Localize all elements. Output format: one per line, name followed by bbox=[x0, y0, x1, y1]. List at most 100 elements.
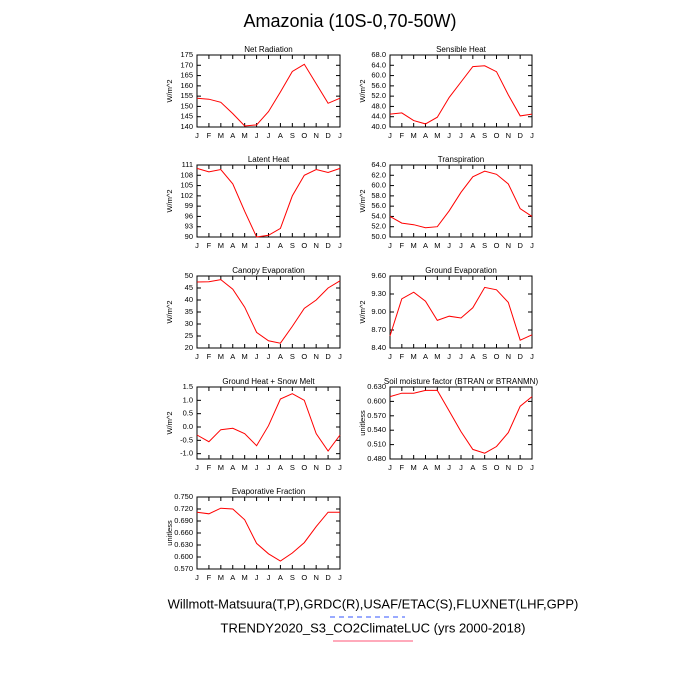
panel-title: Sensible Heat bbox=[436, 45, 487, 54]
data-line bbox=[389, 286, 533, 341]
x-tick-label: D bbox=[325, 131, 331, 140]
y-axis-label: W/m^2 bbox=[165, 189, 174, 212]
x-tick-label: J bbox=[267, 573, 271, 582]
x-tick-label: J bbox=[338, 352, 342, 361]
x-tick-label: O bbox=[301, 241, 307, 250]
panel-title: Latent Heat bbox=[248, 155, 290, 164]
y-tick-label: 40.0 bbox=[371, 122, 386, 131]
x-tick-label: S bbox=[290, 131, 295, 140]
y-tick-label: 111 bbox=[182, 160, 193, 169]
x-tick-label: N bbox=[313, 463, 318, 472]
y-tick-label: 54.0 bbox=[371, 211, 386, 220]
y-tick-label: 30 bbox=[185, 319, 193, 328]
x-tick-label: M bbox=[218, 241, 224, 250]
x-tick-label: J bbox=[255, 463, 259, 472]
plot-frame bbox=[389, 164, 533, 238]
y-tick-label: 165 bbox=[180, 71, 193, 80]
x-tick-label: F bbox=[207, 131, 212, 140]
y-tick-label: 8.70 bbox=[371, 325, 386, 334]
plot-frame bbox=[196, 164, 341, 238]
y-tick-label: 56.0 bbox=[371, 81, 386, 90]
x-tick-label: M bbox=[242, 131, 248, 140]
y-tick-label: 56.0 bbox=[371, 201, 386, 210]
x-tick-label: J bbox=[530, 463, 534, 472]
y-axis-label: W/m^2 bbox=[358, 79, 367, 102]
x-tick-label: A bbox=[278, 463, 283, 472]
y-tick-label: 102 bbox=[180, 191, 193, 200]
x-tick-label: J bbox=[447, 131, 451, 140]
y-tick-label: 64.0 bbox=[371, 60, 386, 69]
data-line bbox=[389, 389, 533, 454]
x-tick-label: A bbox=[470, 131, 475, 140]
y-tick-label: 0.750 bbox=[174, 492, 193, 501]
x-tick-label: M bbox=[242, 463, 248, 472]
x-tick-label: F bbox=[207, 573, 212, 582]
x-tick-label: J bbox=[459, 241, 463, 250]
x-tick-label: M bbox=[434, 241, 440, 250]
panel-title: Evaporative Fraction bbox=[232, 487, 305, 496]
y-tick-label: 8.40 bbox=[371, 343, 386, 352]
y-axis-label: W/m^2 bbox=[358, 189, 367, 212]
data-line bbox=[389, 170, 533, 229]
y-tick-label: 52.0 bbox=[371, 91, 386, 100]
plot-frame bbox=[389, 275, 533, 349]
y-tick-label: 0.660 bbox=[174, 528, 193, 537]
data-line bbox=[196, 507, 340, 562]
y-tick-label: 9.30 bbox=[371, 289, 386, 298]
y-tick-label: 93 bbox=[185, 222, 193, 231]
x-tick-label: J bbox=[338, 241, 342, 250]
x-tick-label: J bbox=[338, 463, 342, 472]
y-tick-label: 40 bbox=[185, 295, 193, 304]
x-tick-label: D bbox=[325, 241, 331, 250]
x-tick-label: J bbox=[530, 241, 534, 250]
plot-frame bbox=[196, 54, 341, 128]
x-tick-label: J bbox=[195, 241, 199, 250]
x-tick-label: N bbox=[313, 352, 318, 361]
y-tick-label: 64.0 bbox=[371, 160, 386, 169]
x-tick-label: J bbox=[338, 573, 342, 582]
x-tick-label: M bbox=[218, 131, 224, 140]
y-tick-label: 0.600 bbox=[367, 396, 386, 405]
data-line bbox=[196, 279, 341, 344]
x-tick-label: F bbox=[207, 241, 212, 250]
x-tick-label: J bbox=[195, 463, 199, 472]
plot-frame bbox=[196, 386, 341, 460]
x-tick-label: M bbox=[411, 131, 417, 140]
x-tick-label: J bbox=[388, 131, 392, 140]
x-tick-label: D bbox=[325, 573, 331, 582]
y-tick-label: 150 bbox=[180, 101, 193, 110]
x-tick-label: J bbox=[459, 352, 463, 361]
x-tick-label: J bbox=[255, 241, 259, 250]
y-tick-label: 44.0 bbox=[371, 112, 386, 121]
y-tick-label: 90 bbox=[185, 232, 193, 241]
y-tick-label: 140 bbox=[180, 122, 193, 131]
x-tick-label: S bbox=[290, 352, 295, 361]
x-tick-label: F bbox=[207, 463, 212, 472]
x-tick-label: J bbox=[530, 352, 534, 361]
y-tick-label: 160 bbox=[180, 81, 193, 90]
y-tick-label: 20 bbox=[185, 343, 193, 352]
y-tick-label: 35 bbox=[185, 307, 193, 316]
y-tick-label: 170 bbox=[180, 60, 193, 69]
x-tick-label: O bbox=[301, 352, 307, 361]
x-tick-label: J bbox=[388, 352, 392, 361]
panel-title: Transpiration bbox=[438, 155, 484, 164]
y-tick-label: 0.570 bbox=[174, 564, 193, 573]
x-tick-label: J bbox=[447, 241, 451, 250]
x-tick-label: O bbox=[301, 463, 307, 472]
x-tick-label: J bbox=[267, 131, 271, 140]
x-tick-label: A bbox=[423, 463, 428, 472]
data-line bbox=[196, 167, 341, 238]
x-tick-label: S bbox=[482, 131, 487, 140]
x-tick-label: M bbox=[434, 352, 440, 361]
y-axis-label: W/m^2 bbox=[165, 79, 174, 102]
x-tick-label: F bbox=[400, 463, 405, 472]
x-tick-label: O bbox=[494, 463, 500, 472]
x-tick-label: A bbox=[278, 573, 283, 582]
x-tick-label: D bbox=[517, 241, 523, 250]
data-line bbox=[196, 63, 341, 127]
y-axis-label: unitless bbox=[358, 410, 367, 436]
x-tick-label: S bbox=[290, 573, 295, 582]
panel-title: Ground Heat + Snow Melt bbox=[222, 377, 315, 386]
